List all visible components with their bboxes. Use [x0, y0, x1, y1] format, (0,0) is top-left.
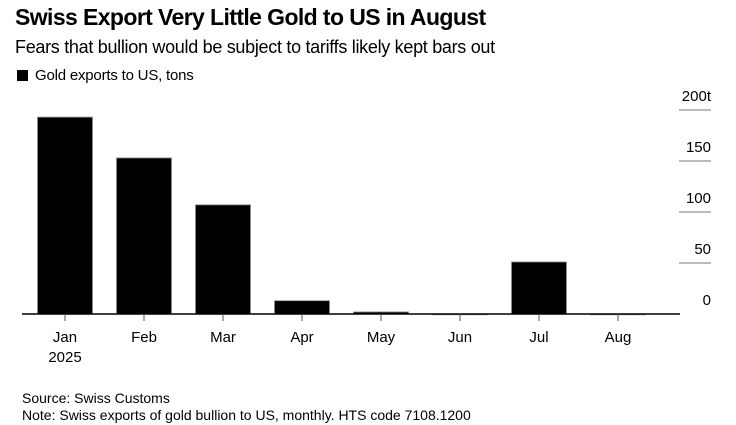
- chart-title: Swiss Export Very Little Gold to US in A…: [15, 4, 486, 30]
- y-tick-label: 0: [703, 292, 711, 309]
- bar-jan: [37, 116, 93, 315]
- bar-apr: [274, 300, 330, 315]
- y-tick-label: 50: [694, 241, 711, 258]
- x-tick-label: Jul: [529, 329, 548, 346]
- y-tick-label: 150: [686, 139, 711, 156]
- bar-jul: [511, 261, 567, 315]
- x-axis: Jan 2025 Feb Mar Apr May Jun Jul Aug: [22, 313, 680, 366]
- x-tick-label: Jan: [53, 329, 77, 346]
- note-text: Note: Swiss exports of gold bullion to U…: [22, 407, 471, 423]
- x-tick-sublabel: 2025: [48, 349, 81, 366]
- y-tick-label: 100: [686, 190, 711, 207]
- x-tick-label: May: [367, 329, 396, 346]
- legend-label: Gold exports to US, tons: [35, 67, 194, 84]
- bar-chart: 0 50 100 150 200t Jan 2025 Feb Mar Apr May Jun Jul A…: [22, 88, 712, 366]
- x-tick-label: Apr: [290, 329, 313, 346]
- x-tick-label: Jun: [448, 329, 472, 346]
- chart-subtitle: Fears that bullion would be subject to t…: [15, 37, 495, 57]
- y-tick-label: 200t: [682, 88, 712, 105]
- footer: Source: Swiss Customs Note: Swiss export…: [22, 390, 471, 424]
- x-tick-label: Feb: [131, 329, 157, 346]
- x-tick-label: Mar: [210, 329, 236, 346]
- bar-feb: [116, 157, 172, 315]
- legend: Gold exports to US, tons: [15, 67, 194, 84]
- bar-mar: [195, 204, 251, 315]
- y-axis: 0 50 100 150 200t: [679, 88, 712, 309]
- bars: [37, 116, 646, 316]
- source-text: Source: Swiss Customs: [22, 390, 170, 406]
- x-tick-label: Aug: [605, 329, 632, 346]
- legend-swatch: [17, 70, 28, 81]
